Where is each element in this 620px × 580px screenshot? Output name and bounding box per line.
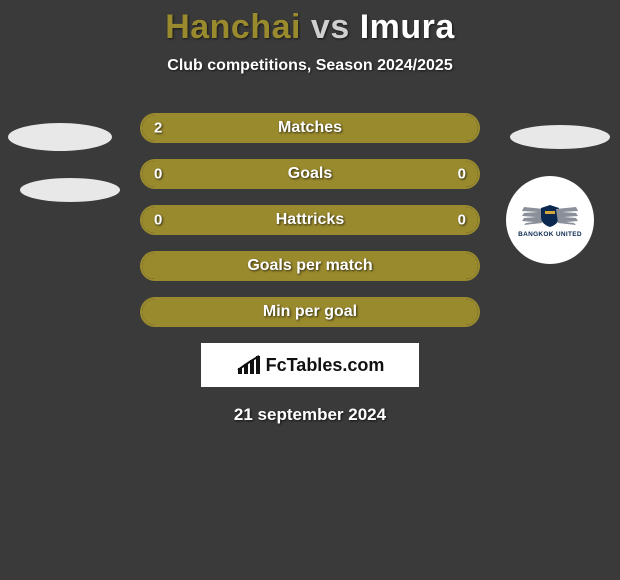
stat-value-right: 0 bbox=[458, 212, 466, 229]
stat-value-right: 0 bbox=[458, 166, 466, 183]
stat-value-left: 2 bbox=[154, 120, 162, 137]
stat-row: Matches 2 bbox=[140, 113, 480, 143]
title-player-left: Hanchai bbox=[165, 8, 301, 46]
date-label: 21 september 2024 bbox=[0, 405, 620, 425]
stat-fill-right bbox=[310, 161, 478, 187]
stat-row: Min per goal bbox=[140, 297, 480, 327]
stats-area: Matches 2 Goals 0 0 Hattricks 0 0 Goals per matc… bbox=[0, 113, 620, 327]
brand-text: FcTables.com bbox=[266, 355, 385, 376]
stat-label: Hattricks bbox=[276, 211, 344, 229]
title-vs: vs bbox=[311, 8, 360, 46]
title-player-right: Imura bbox=[360, 8, 455, 46]
stat-fill-left bbox=[142, 161, 310, 187]
stat-row: Goals 0 0 bbox=[140, 159, 480, 189]
stat-label: Goals per match bbox=[247, 257, 372, 275]
stat-label: Matches bbox=[278, 119, 342, 137]
content-wrap: Hanchai vs Imura Club competitions, Seas… bbox=[0, 0, 620, 580]
stat-row: Hattricks 0 0 bbox=[140, 205, 480, 235]
brand-box: FcTables.com bbox=[201, 343, 419, 387]
page-title: Hanchai vs Imura bbox=[0, 0, 620, 47]
stat-value-left: 0 bbox=[154, 166, 162, 183]
stat-label: Goals bbox=[288, 165, 332, 183]
subtitle: Club competitions, Season 2024/2025 bbox=[0, 57, 620, 75]
brand-chart-icon bbox=[236, 354, 262, 376]
stat-label: Min per goal bbox=[263, 303, 357, 321]
stat-row: Goals per match bbox=[140, 251, 480, 281]
stat-value-left: 0 bbox=[154, 212, 162, 229]
